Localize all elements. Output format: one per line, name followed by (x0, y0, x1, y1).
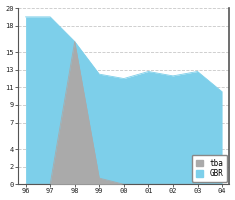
Legend: tba, GBR: tba, GBR (192, 155, 227, 182)
